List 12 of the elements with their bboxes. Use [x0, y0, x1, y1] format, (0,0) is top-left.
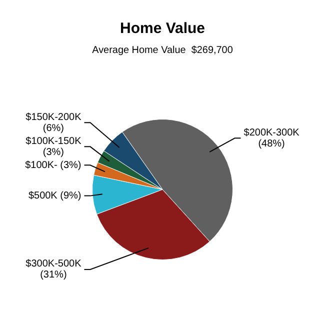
slice-label: $500K (9%) — [28, 190, 82, 202]
slice-label: $100K-150K — [26, 136, 82, 147]
chart-subtitle: Average Home Value $269,700 — [92, 44, 234, 56]
data-label: (48%) — [258, 138, 285, 150]
slice-label: $200K-300K — [244, 127, 300, 138]
chart-title: Home Value — [120, 20, 206, 38]
data-label: (3%) — [42, 146, 64, 158]
slice-label: $100K- (3%) — [25, 160, 82, 171]
slice-label: $150K-200K — [26, 112, 82, 123]
data-label: (6%) — [42, 122, 64, 134]
data-label: (31%) — [40, 270, 67, 281]
slice-label: $300K-500K — [26, 258, 82, 270]
